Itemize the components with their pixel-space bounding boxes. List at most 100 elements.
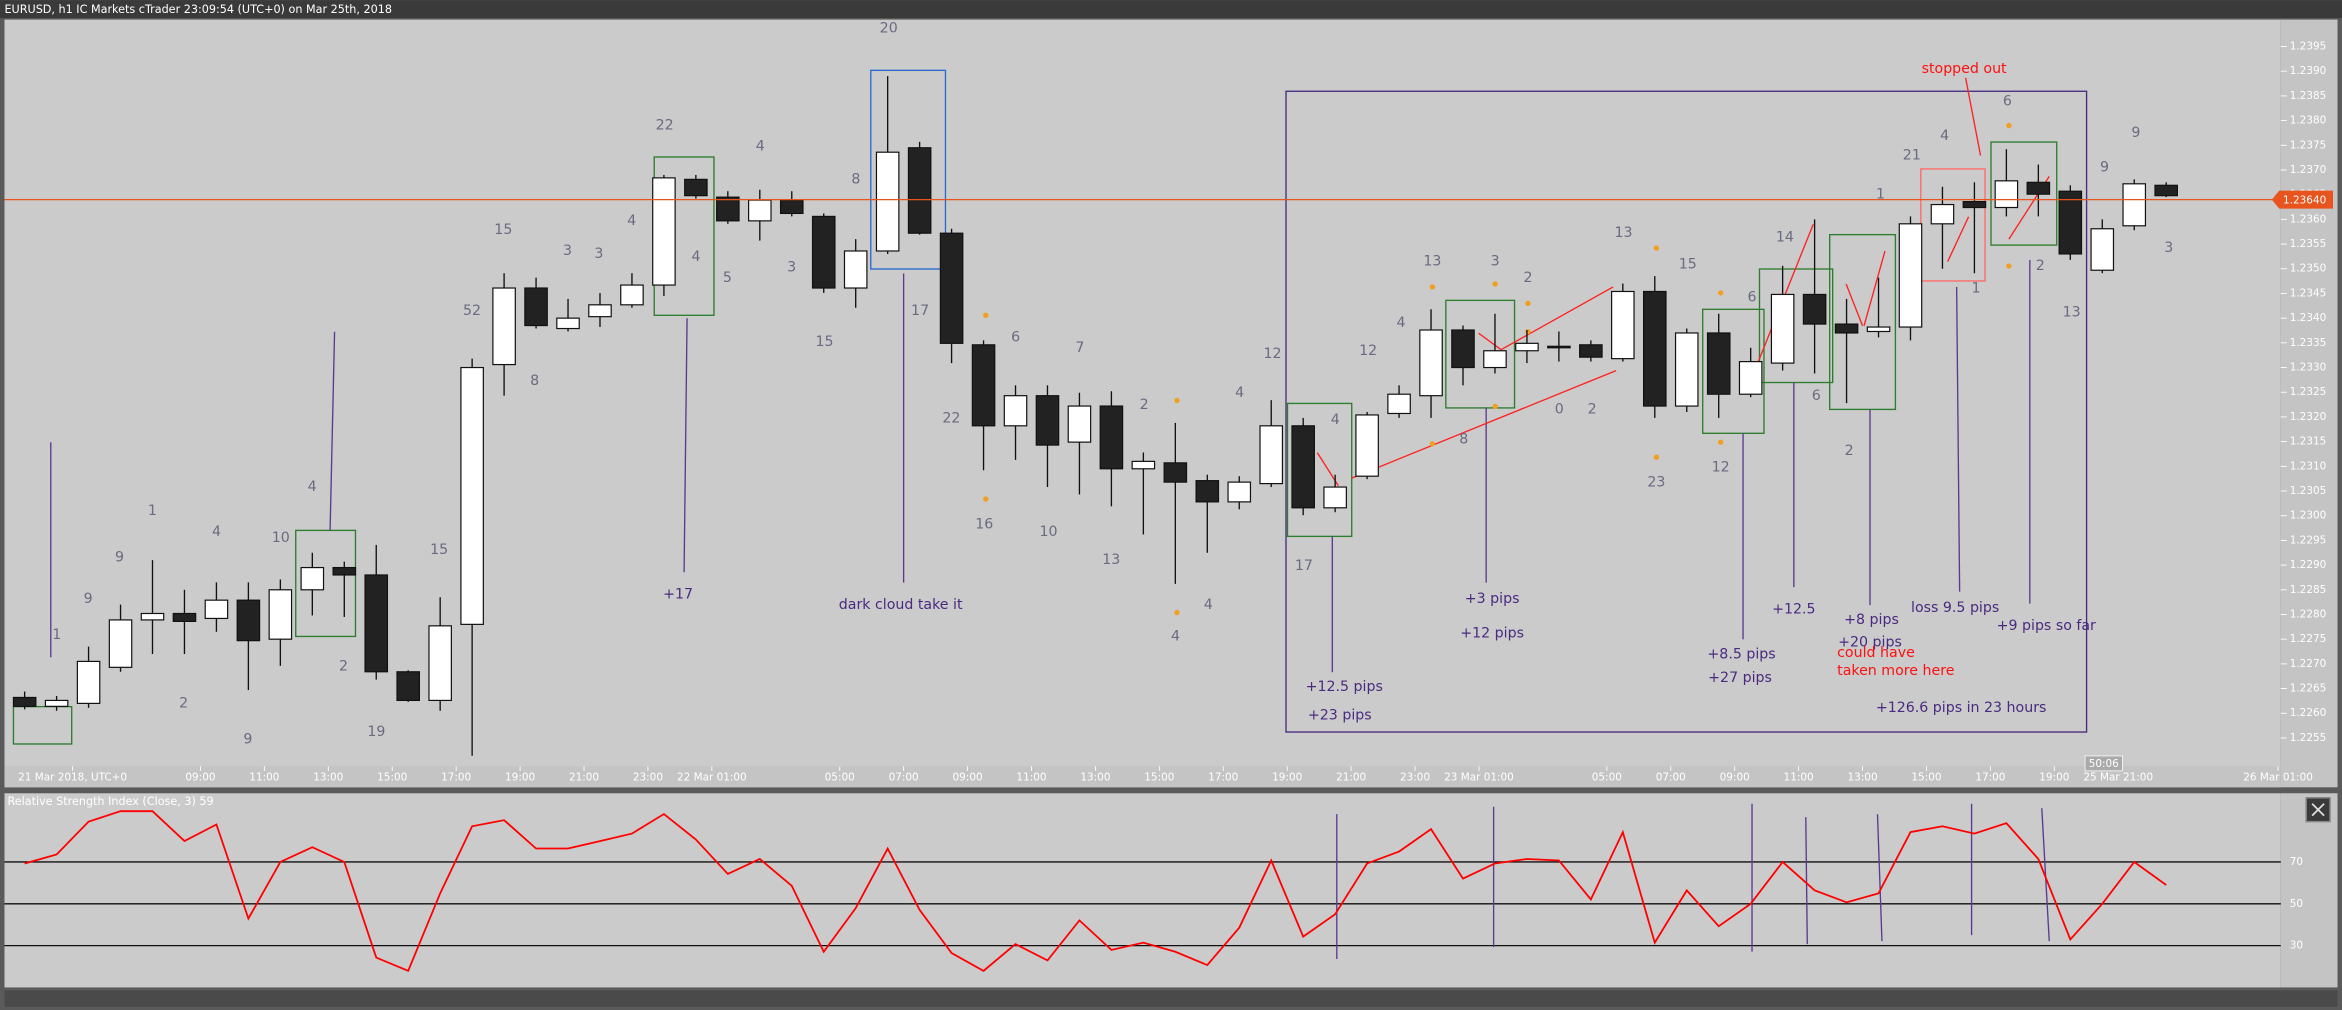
red-note: taken more here	[1837, 663, 1954, 679]
x-tick-label: 11:00	[1016, 772, 1046, 784]
pip-note: +27 pips	[1708, 670, 1772, 686]
x-tick-label: 23 Mar 01:00	[1444, 772, 1514, 784]
candle-body	[1067, 405, 1092, 443]
swing-label: 15	[815, 334, 833, 350]
rsi-pointer	[1876, 814, 1883, 942]
pattern-box	[1990, 141, 2058, 246]
pattern-box	[1829, 233, 1897, 411]
pip-note: +12.5	[1772, 602, 1815, 618]
candle-body	[332, 566, 357, 576]
swing-label: 13	[1423, 254, 1441, 270]
x-tick-label: 15:00	[377, 772, 407, 784]
x-tick-label: 13:00	[1848, 772, 1878, 784]
rsi-tick-label: 50	[2290, 898, 2303, 910]
trend-line	[1351, 369, 1617, 479]
x-tick-label: 11:00	[1784, 772, 1814, 784]
swing-label: 2	[339, 658, 348, 674]
candle-body	[1962, 200, 1987, 209]
pattern-box	[1702, 308, 1765, 434]
fractal-dot	[1653, 245, 1660, 251]
candle-body	[1611, 290, 1635, 360]
candle-body	[1994, 180, 2019, 209]
candle-body	[172, 612, 197, 622]
fractal-dot	[1653, 454, 1660, 460]
swing-label: 1	[1876, 186, 1885, 202]
swing-label: 8	[530, 373, 539, 389]
swing-label: 3	[2164, 240, 2173, 256]
swing-label: 4	[308, 479, 317, 495]
swing-label: 4	[692, 249, 701, 265]
x-tick-label: 07:00	[889, 772, 919, 784]
rsi-line	[24, 810, 2167, 973]
y-tick-label: 1.2295	[2290, 534, 2327, 546]
y-tick-label: 1.2385	[2290, 90, 2327, 102]
swing-label: 2	[1588, 401, 1597, 417]
x-tick-label: 22 Mar 01:00	[677, 772, 747, 784]
rsi-tick-label: 70	[2290, 856, 2303, 868]
swing-label: 13	[1102, 552, 1120, 568]
swing-label: 1	[1972, 280, 1981, 296]
candle-body	[907, 147, 932, 234]
candle-body	[1291, 425, 1315, 509]
pip-note: +20 pips	[1838, 634, 1902, 650]
pip-note: +8 pips	[1844, 612, 1899, 628]
swing-label: 12	[1359, 343, 1377, 359]
price-tag-label: 1.23640	[2283, 194, 2326, 206]
candle-body	[1738, 361, 1763, 395]
x-tick-label: 13:00	[1080, 772, 1110, 784]
candle-body	[428, 625, 452, 702]
swing-label: 12	[1264, 346, 1282, 362]
x-tick-label: 21 Mar 2018, UTC+0	[18, 772, 127, 784]
candle-body	[524, 287, 548, 327]
candle-body	[2122, 183, 2147, 227]
y-tick-label: 1.2270	[2290, 658, 2327, 670]
y-tick-label: 1.2330	[2290, 362, 2327, 374]
y-tick-label: 1.2305	[2290, 485, 2327, 497]
pip-note: +3 pips	[1465, 591, 1520, 607]
candle-body	[1770, 293, 1795, 364]
y-tick-label: 1.2335	[2290, 337, 2327, 349]
swing-label: 2	[179, 696, 188, 712]
candle-body	[364, 574, 389, 673]
y-tick-label: 1.2265	[2290, 683, 2327, 695]
candle-body	[460, 366, 484, 625]
swing-label: 20	[880, 21, 898, 37]
candle-body	[44, 699, 69, 707]
trade-box	[1285, 90, 2088, 733]
swing-label: 13	[1615, 225, 1633, 241]
swing-label: 52	[463, 303, 481, 319]
x-tick-label: 19:00	[1272, 772, 1302, 784]
swing-label: 2	[1140, 397, 1149, 413]
swing-label: 4	[1235, 385, 1244, 401]
candle-body	[1515, 342, 1539, 352]
candle-body	[1802, 293, 1827, 325]
candle-body	[811, 215, 836, 289]
candle-body	[1195, 480, 1220, 503]
candle-body	[1035, 395, 1060, 446]
swing-label: 1	[148, 503, 157, 519]
swing-label: 8	[1459, 431, 1468, 447]
candle-body	[1930, 203, 1955, 225]
swing-label: 9	[2100, 159, 2109, 175]
fractal-dot	[1717, 290, 1724, 296]
swing-label: 3	[787, 260, 796, 276]
candle-body	[1706, 332, 1731, 395]
swing-label: 22	[942, 410, 960, 426]
close-icon[interactable]	[2311, 803, 2325, 817]
pip-note: loss 9.5 pips	[1911, 600, 1999, 616]
candle-body	[140, 612, 165, 621]
swing-label: 14	[1776, 230, 1794, 246]
scrollbar[interactable]	[4, 990, 2338, 1007]
candle-body	[1674, 332, 1699, 407]
y-tick-label: 1.2260	[2290, 707, 2327, 719]
fractal-dot	[1492, 403, 1498, 410]
trend-line	[1845, 283, 1864, 327]
pointer-line	[329, 331, 336, 531]
swing-label: 1	[52, 627, 61, 643]
y-tick-label: 1.2310	[2290, 460, 2327, 472]
candle-body	[1451, 329, 1475, 369]
candle-body	[1003, 395, 1028, 427]
candle-body	[108, 619, 133, 668]
fractal-dot	[2006, 263, 2012, 269]
